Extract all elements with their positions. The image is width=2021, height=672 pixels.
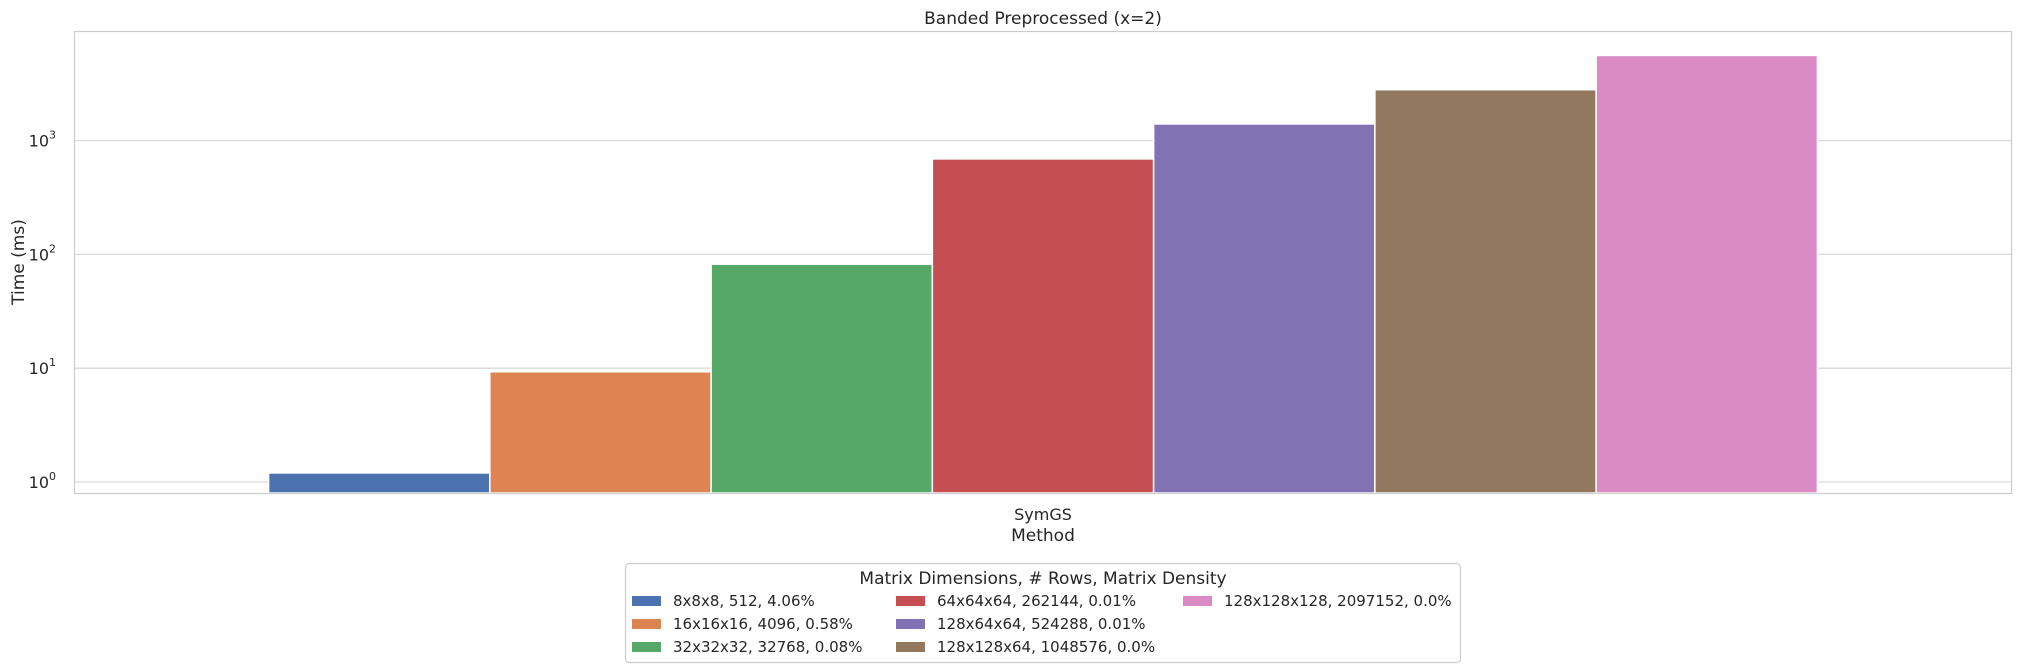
chart-title: Banded Preprocessed (x=2): [924, 9, 1162, 29]
x-tick-labels: SymGS: [1014, 505, 1072, 524]
plot-frame: [73, 30, 2013, 495]
legend-frame: [624, 562, 1462, 664]
y-tick-label: 103: [29, 129, 56, 151]
legend-title: Matrix Dimensions, # Rows, Matrix Densit…: [859, 569, 1226, 589]
y-tick-label: 102: [29, 242, 56, 264]
legend-swatch: [896, 596, 925, 606]
y-axis-label: Time (ms): [9, 219, 29, 306]
legend-swatch: [896, 619, 925, 629]
bar: [1374, 88, 1597, 494]
legend-entry: 128x64x64, 524288, 0.01%: [937, 615, 1146, 633]
legend-swatch: [632, 596, 661, 606]
bar: [931, 158, 1155, 494]
bar: [489, 371, 712, 494]
bar: [710, 263, 934, 494]
bar: [1152, 123, 1376, 494]
legend-entry: 128x128x128, 2097152, 0.0%: [1224, 592, 1452, 610]
legend-swatch: [896, 642, 925, 652]
legend-entry: 64x64x64, 262144, 0.01%: [937, 592, 1136, 610]
y-tick-label: 101: [29, 356, 56, 378]
legend-entry: 8x8x8, 512, 4.06%: [673, 592, 815, 610]
legend-entry: 16x16x16, 4096, 0.58%: [673, 615, 853, 633]
legend-swatch: [632, 619, 661, 629]
legend-swatch: [632, 642, 661, 652]
x-tick-label: SymGS: [1014, 505, 1072, 524]
x-axis-label: Method: [1011, 526, 1075, 546]
legend: Matrix Dimensions, # Rows, Matrix Densit…: [624, 562, 1462, 664]
y-tick-label: 100: [29, 470, 56, 492]
legend-swatch: [1183, 596, 1212, 606]
y-tick-labels: 100 101 102 103: [29, 129, 56, 492]
legend-entry: 128x128x64, 1048576, 0.0%: [937, 638, 1155, 656]
legend-entry: 32x32x32, 32768, 0.08%: [673, 638, 862, 656]
bar: [1595, 54, 1819, 494]
bar: [267, 472, 491, 494]
bars: [267, 54, 1819, 494]
